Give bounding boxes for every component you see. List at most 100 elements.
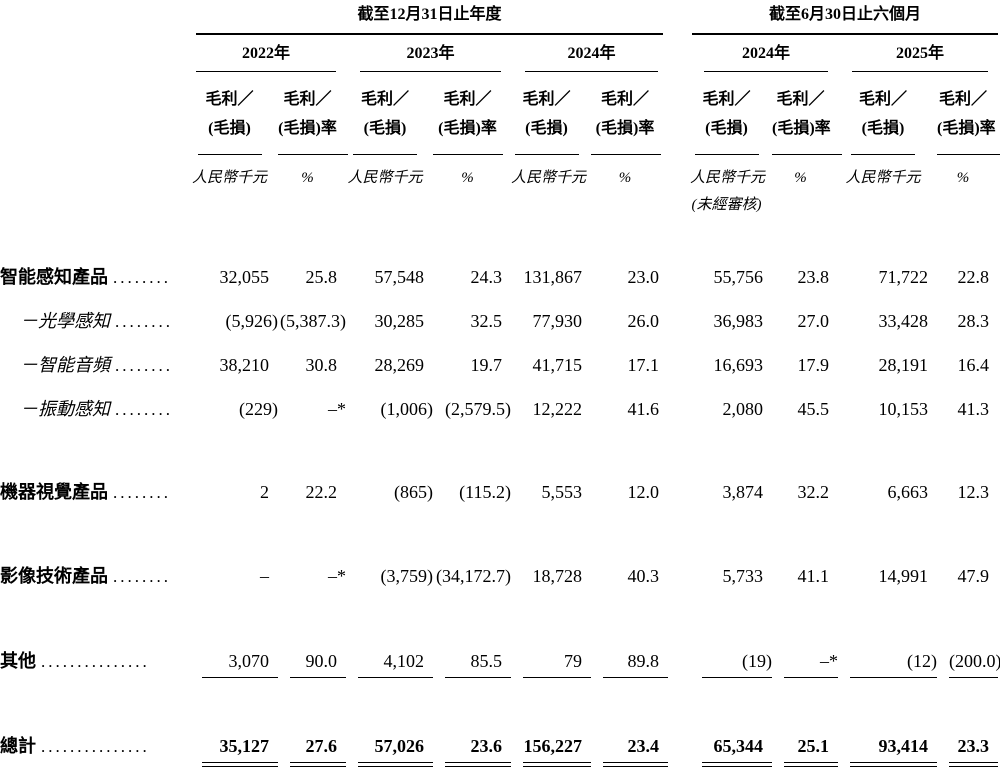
value-cell: –*	[328, 566, 346, 586]
header-rule	[353, 154, 417, 155]
double-underlined-value: 23.4	[603, 736, 668, 767]
header-line1: 毛利／	[360, 91, 409, 108]
header-rule	[851, 154, 915, 155]
value-cell: (19)	[690, 651, 772, 678]
table-row: 影像技術產品........ – –* (3,759) (34,172.7) 18,728…	[0, 566, 1000, 587]
value-cell: 65,344	[690, 736, 772, 767]
value-cell: 89.8	[591, 651, 668, 678]
header-line2: (毛損)率	[278, 120, 337, 137]
annual-section-header: 截至12月31日止年度	[196, 6, 663, 35]
header-rule	[937, 154, 1000, 155]
value-cell: 38,210	[219, 355, 270, 375]
table-row: 總計............... 35,127 27.6 57,026 23.6 156…	[0, 736, 1000, 767]
value-cell: (1,006)	[380, 399, 434, 419]
table-row: －光學感知........ (5,926) (5,387.3) 30,285 32.5 7…	[0, 311, 1000, 332]
value-cell: (865)	[394, 482, 433, 502]
value-cell: 33,428	[878, 311, 929, 331]
value-cell: 6,663	[887, 482, 929, 502]
header-rule	[514, 154, 579, 155]
underlined-value: 90.0	[290, 651, 346, 678]
value-cell: 22.8	[957, 267, 990, 287]
column-header-amount: 毛利／ (毛損) 人民幣千元	[838, 72, 937, 214]
value-cell: –*	[772, 651, 838, 678]
underlined-value: 89.8	[603, 651, 668, 678]
value-cell: –	[260, 566, 269, 586]
value-cell: 25.8	[305, 267, 338, 287]
row-label-cell: 其他...............	[0, 651, 190, 678]
header-line1: 毛利／	[702, 91, 751, 108]
table-row: 機器視覺產品........ 2 22.2 (865) (115.2) 5,553 12.0…	[0, 482, 1000, 503]
column-header-amount: 毛利／ (毛損) 人民幣千元	[190, 72, 278, 214]
value-cell: 23.4	[591, 736, 668, 767]
header-rule	[278, 154, 348, 155]
double-underlined-value: 93,414	[850, 736, 937, 767]
double-underlined-value: 57,026	[358, 736, 433, 767]
row-label: 影像技術產品	[0, 566, 108, 586]
value-cell: 24.3	[470, 267, 503, 287]
table-row: 智能感知產品........ 32,055 25.8 57,548 24.3 131,86…	[0, 267, 1000, 288]
label-column-spacer	[0, 6, 190, 35]
value-cell: 79	[511, 651, 591, 678]
row-label-cell: 智能感知產品........	[0, 267, 190, 288]
value-cell: (229)	[239, 399, 278, 419]
value-cell: 16,693	[713, 355, 764, 375]
section-header-row: 截至12月31日止年度 截至6月30日止六個月	[0, 6, 1000, 35]
table-row: －振動感知........ (229) –* (1,006) (2,579.5) 12,2…	[0, 399, 1000, 420]
value-cell: 32.2	[797, 482, 830, 502]
header-rule	[772, 154, 842, 155]
year-header-row: 2022年 2023年 2024年 2024年 2025年	[0, 35, 1000, 72]
value-cell: 41,715	[532, 355, 583, 375]
value-cell: (3,759)	[380, 566, 434, 586]
row-label: 智能感知產品	[0, 267, 108, 287]
column-header-margin: 毛利／ (毛損)率%	[591, 72, 668, 214]
header-rule	[591, 154, 661, 155]
header-line2: (毛損)率	[772, 120, 831, 137]
value-cell: 131,867	[523, 267, 583, 287]
value-cell: 14,991	[878, 566, 929, 586]
underlined-value: –*	[784, 651, 838, 678]
value-cell: 19.7	[470, 355, 503, 375]
amount-unit-label: 人民幣千元	[690, 170, 766, 186]
header-line2: (毛損)	[525, 120, 568, 137]
value-cell: 93,414	[838, 736, 937, 767]
amount-unit-label: 人民幣千元	[511, 170, 587, 186]
value-cell: 18,728	[532, 566, 583, 586]
column-header-margin: 毛利／ (毛損)率%	[278, 72, 348, 214]
value-cell: 32.5	[470, 311, 503, 331]
value-cell: 90.0	[278, 651, 346, 678]
year-group-header: 2024年	[704, 35, 828, 72]
value-cell: 23.0	[627, 267, 660, 287]
value-cell: (34,172.7)	[436, 566, 511, 586]
value-cell: 28,269	[374, 355, 425, 375]
section-gap	[668, 6, 690, 35]
header-rule	[694, 154, 759, 155]
column-header-amount: 毛利／ (毛損) 人民幣千元	[511, 72, 591, 214]
double-underlined-value: 23.3	[949, 736, 998, 767]
value-cell: 30.8	[305, 355, 338, 375]
value-cell: 26.0	[627, 311, 660, 331]
value-cell: –*	[328, 399, 346, 419]
value-cell: 27.0	[797, 311, 830, 331]
leader-dots: ........	[113, 483, 171, 502]
double-underlined-value: 25.1	[784, 736, 838, 767]
header-line2: (毛損)率	[937, 120, 996, 137]
column-header-margin: 毛利／ (毛損)率%	[433, 72, 511, 214]
value-cell: 2,080	[722, 399, 764, 419]
value-cell: 23.3	[937, 736, 998, 767]
value-cell: 12,222	[532, 399, 583, 419]
value-cell: 40.3	[627, 566, 660, 586]
percent-unit-label: %	[301, 170, 314, 186]
double-underlined-value: 27.6	[290, 736, 346, 767]
value-cell: 45.5	[797, 399, 830, 419]
double-underlined-value: 65,344	[702, 736, 772, 767]
column-header-amount: 毛利／ (毛損) 人民幣千元 (未經審核)	[690, 72, 772, 214]
underlined-value: 4,102	[358, 651, 433, 678]
interim-section-header: 截至6月30日止六個月	[692, 6, 998, 35]
value-cell: 41.3	[957, 399, 990, 419]
value-cell: 35,127	[190, 736, 278, 767]
value-cell: (12)	[838, 651, 937, 678]
leader-dots: ........	[115, 400, 173, 419]
column-header-margin: 毛利／ (毛損)率%	[772, 72, 842, 214]
value-cell: 3,070	[190, 651, 278, 678]
value-cell: (2,579.5)	[445, 399, 511, 419]
